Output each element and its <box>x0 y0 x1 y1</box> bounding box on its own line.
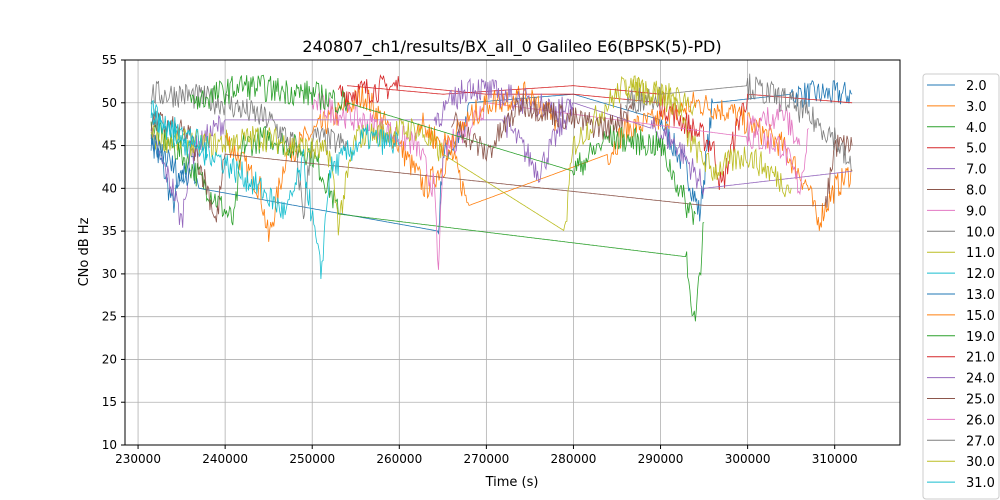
legend-label: 11.0 <box>966 246 995 261</box>
y-tick-label: 25 <box>102 310 117 324</box>
series-line-13.0 <box>150 134 191 188</box>
legend-label: 24.0 <box>966 372 995 387</box>
legend-label: 7.0 <box>966 163 987 178</box>
series-line-10.0 <box>150 80 348 220</box>
series-line-25.0 <box>451 93 635 162</box>
x-tick-label: 280000 <box>551 452 597 466</box>
x-tick-label: 230000 <box>115 452 161 466</box>
legend: 2.0 3.0 4.0 5.0 7.0 8.0 9.0 10.0 11.0 12.0 13.0 15.… <box>927 79 995 491</box>
series-line-7.0 <box>150 98 853 228</box>
legend-label: 27.0 <box>966 434 995 449</box>
series-line-24.0 <box>433 77 574 128</box>
legend-label: 12.0 <box>966 267 995 282</box>
legend-label: 8.0 <box>966 184 987 199</box>
x-tick-label: 250000 <box>289 452 335 466</box>
legend-label: 25.0 <box>966 393 995 408</box>
series-line-21.0 <box>347 85 661 95</box>
legend-label: 30.0 <box>966 455 995 470</box>
legend-label: 21.0 <box>966 351 995 366</box>
series-line-8.0 <box>150 108 853 223</box>
legend-label: 2.0 <box>966 79 987 94</box>
series-line-31.0 <box>150 99 209 166</box>
x-axis-label: Time (s) <box>485 475 539 490</box>
series-line-26.0 <box>747 103 801 146</box>
y-tick-label: 20 <box>102 352 117 366</box>
x-tick-label: 270000 <box>463 452 509 466</box>
series-line-19.0 <box>189 74 696 225</box>
legend-label: 13.0 <box>966 288 995 303</box>
plot-lines <box>150 73 853 322</box>
legend-label: 10.0 <box>966 225 995 240</box>
x-tick-label: 310000 <box>812 452 858 466</box>
y-tick-label: 35 <box>102 224 117 238</box>
legend-box <box>922 73 1000 500</box>
y-tick-label: 15 <box>102 395 117 409</box>
legend-label: 3.0 <box>966 100 987 115</box>
y-tick-label: 50 <box>102 96 117 110</box>
legend-label: 4.0 <box>966 121 987 136</box>
y-axis-label: CNo dB Hz <box>77 217 92 286</box>
legend-label: 31.0 <box>966 476 995 491</box>
legend-label: 26.0 <box>966 413 995 428</box>
ticks: 230000 240000 250000 260000 270000 280000 2900… <box>102 53 858 466</box>
legend-label: 19.0 <box>966 330 995 345</box>
x-tick-label: 290000 <box>638 452 684 466</box>
y-tick-label: 55 <box>102 53 117 67</box>
chart-title: 240807_ch1/results/BX_all_0 Galileo E6(B… <box>302 37 721 57</box>
y-tick-label: 30 <box>102 267 117 281</box>
series-line-27.0 <box>625 73 853 172</box>
y-tick-label: 40 <box>102 181 117 195</box>
y-tick-label: 10 <box>102 438 117 452</box>
x-tick-label: 240000 <box>202 452 248 466</box>
y-tick-label: 45 <box>102 139 117 153</box>
x-tick-label: 300000 <box>725 452 771 466</box>
x-tick-label: 260000 <box>376 452 422 466</box>
legend-label: 15.0 <box>966 309 995 324</box>
series-line-12.0 <box>150 110 400 280</box>
series-line-2.0 <box>150 79 853 235</box>
plot-frame <box>124 59 901 446</box>
series-line-11.0 <box>150 75 792 236</box>
series-line-30.0 <box>625 76 696 117</box>
legend-label: 5.0 <box>966 142 987 157</box>
legend-label: 9.0 <box>966 204 987 219</box>
